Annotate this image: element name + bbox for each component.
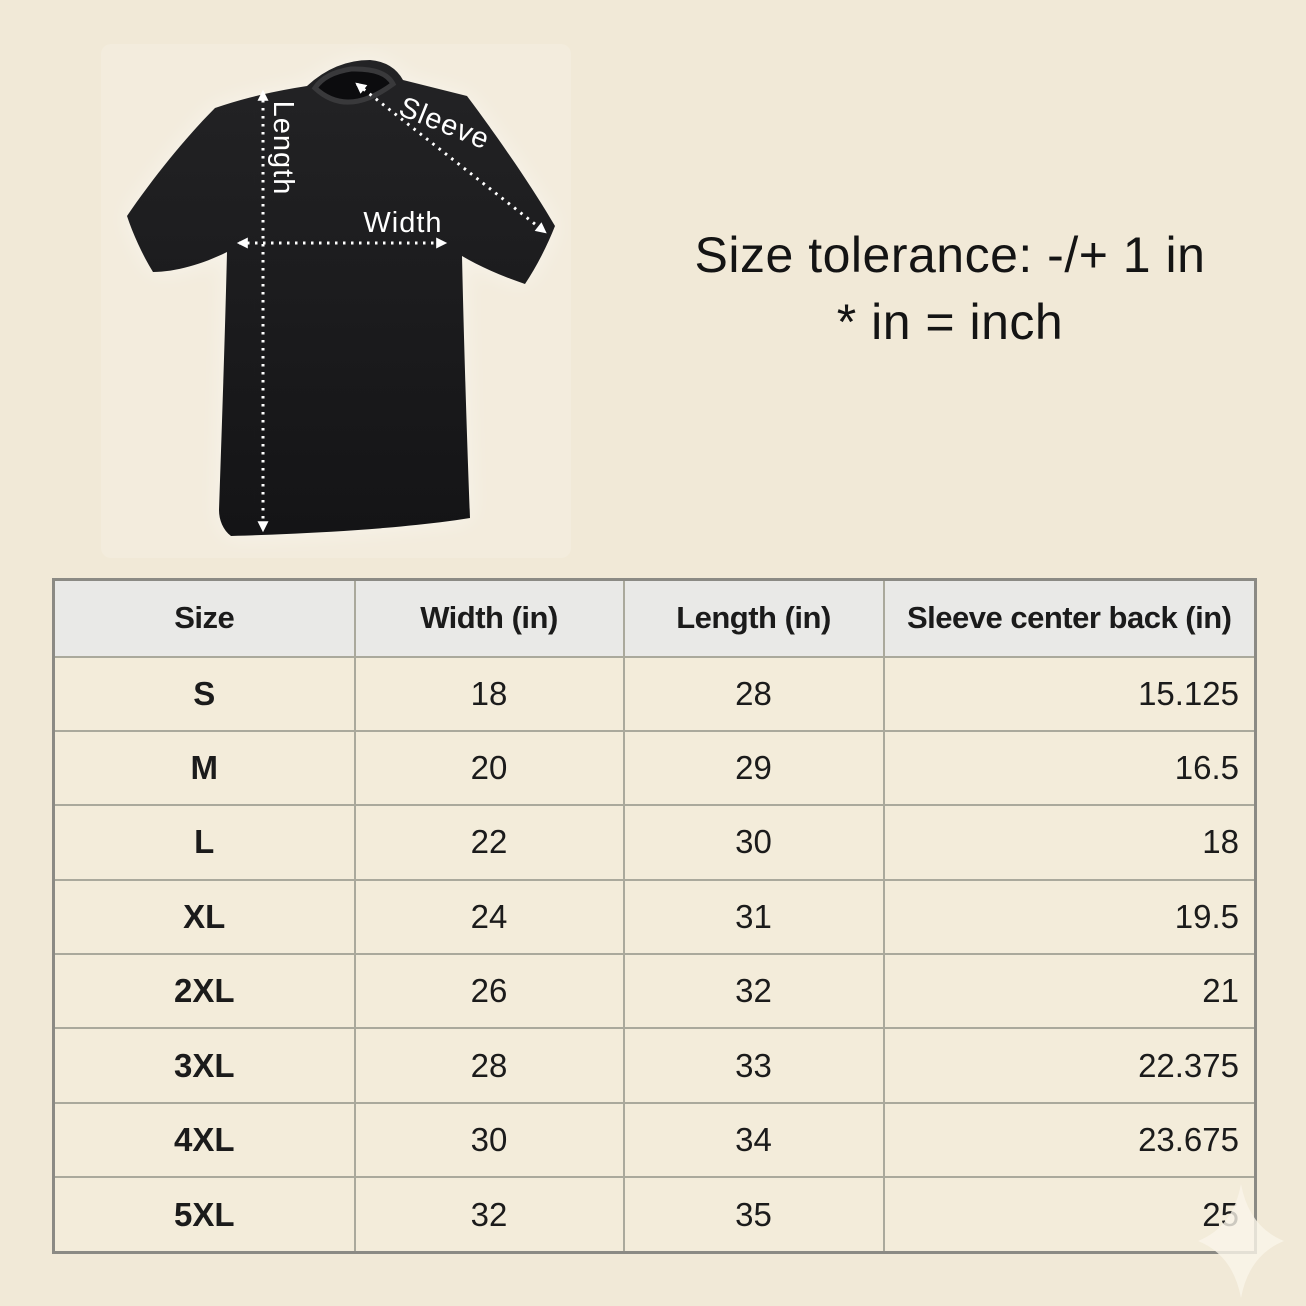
width-cell: 18 bbox=[353, 655, 625, 732]
sleeve-cell: 19.5 bbox=[882, 878, 1257, 956]
column-header-size: Size bbox=[52, 578, 356, 658]
size-tolerance-line1: Size tolerance: -/+ 1 in bbox=[694, 227, 1206, 283]
length-cell: 34 bbox=[622, 1101, 885, 1179]
size-cell: L bbox=[52, 804, 356, 881]
table-row: M 20 29 16.5 bbox=[52, 729, 1257, 807]
sleeve-cell: 21 bbox=[882, 952, 1257, 1030]
column-header-width: Width (in) bbox=[353, 578, 625, 658]
size-tolerance-note: Size tolerance: -/+ 1 in * in = inch bbox=[660, 222, 1240, 356]
length-cell: 35 bbox=[622, 1176, 885, 1254]
sleeve-cell: 25 bbox=[882, 1176, 1257, 1254]
size-cell: 5XL bbox=[52, 1176, 356, 1254]
length-cell: 30 bbox=[622, 804, 885, 881]
table-header-row: Size Width (in) Length (in) Sleeve cente… bbox=[52, 578, 1257, 658]
size-cell: M bbox=[52, 729, 356, 807]
table-row: 4XL 30 34 23.675 bbox=[52, 1101, 1257, 1179]
length-cell: 28 bbox=[622, 655, 885, 732]
sleeve-cell: 15.125 bbox=[882, 655, 1257, 732]
width-cell: 30 bbox=[353, 1101, 625, 1179]
table-row: 5XL 32 35 25 bbox=[52, 1176, 1257, 1254]
table-row: 3XL 28 33 22.375 bbox=[52, 1027, 1257, 1104]
length-cell: 33 bbox=[622, 1027, 885, 1104]
size-cell: 4XL bbox=[52, 1101, 356, 1179]
sleeve-cell: 18 bbox=[882, 804, 1257, 881]
length-cell: 32 bbox=[622, 952, 885, 1030]
sleeve-cell: 22.375 bbox=[882, 1027, 1257, 1104]
width-cell: 26 bbox=[353, 952, 625, 1030]
table-row: 2XL 26 32 21 bbox=[52, 952, 1257, 1030]
table-row: L 22 30 18 bbox=[52, 804, 1257, 881]
width-cell: 20 bbox=[353, 729, 625, 807]
size-cell: S bbox=[52, 655, 356, 732]
column-header-length: Length (in) bbox=[622, 578, 885, 658]
sleeve-cell: 23.675 bbox=[882, 1101, 1257, 1179]
size-cell: 2XL bbox=[52, 952, 356, 1030]
table-row: XL 24 31 19.5 bbox=[52, 878, 1257, 956]
length-cell: 29 bbox=[622, 729, 885, 807]
width-cell: 24 bbox=[353, 878, 625, 956]
length-label: Length bbox=[267, 101, 299, 196]
size-cell: 3XL bbox=[52, 1027, 356, 1104]
column-header-sleeve: Sleeve center back (in) bbox=[882, 578, 1257, 658]
length-cell: 31 bbox=[622, 878, 885, 956]
width-cell: 32 bbox=[353, 1176, 625, 1254]
table-row: S 18 28 15.125 bbox=[52, 655, 1257, 732]
width-cell: 28 bbox=[353, 1027, 625, 1104]
size-chart-table: Size Width (in) Length (in) Sleeve cente… bbox=[52, 578, 1257, 1254]
width-label: Width bbox=[363, 207, 442, 239]
tshirt-measurement-diagram: Length Width Sleeve bbox=[101, 44, 571, 558]
sleeve-cell: 16.5 bbox=[882, 729, 1257, 807]
width-cell: 22 bbox=[353, 804, 625, 881]
size-tolerance-line2: * in = inch bbox=[836, 294, 1064, 350]
size-cell: XL bbox=[52, 878, 356, 956]
